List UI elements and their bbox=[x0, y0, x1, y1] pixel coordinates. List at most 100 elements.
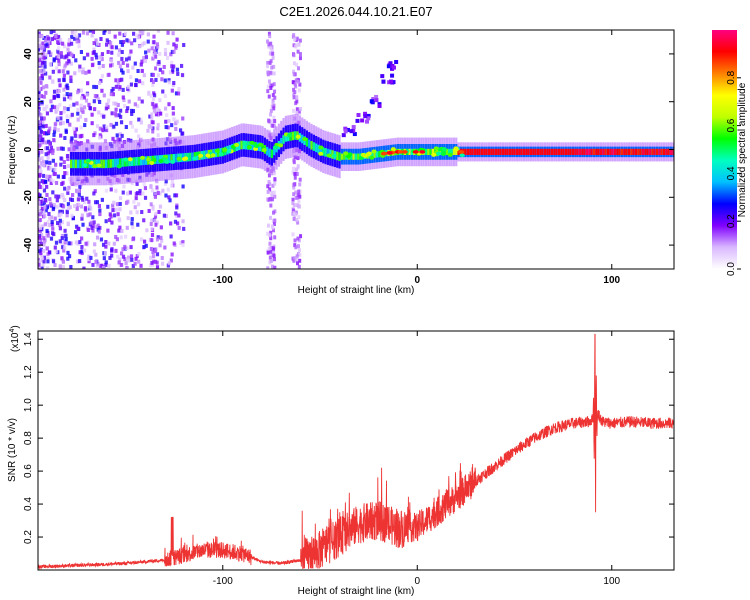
spectrogram-noise-cell bbox=[167, 261, 171, 266]
spectrogram-streak-cell bbox=[269, 203, 273, 208]
spectrogram-noise-cell bbox=[135, 181, 139, 186]
spectrogram-ridge-cell bbox=[305, 137, 308, 147]
spectrogram-noise-cell bbox=[85, 196, 89, 201]
spectrogram-noise-cell bbox=[38, 204, 42, 209]
spectrogram-noise-cell bbox=[110, 111, 114, 116]
spectrogram-branch-cell bbox=[355, 118, 360, 123]
spectrogram-noise-cell bbox=[75, 159, 79, 164]
spectrogram-noise-cell bbox=[60, 182, 64, 187]
spectrogram-noise-cell bbox=[38, 215, 40, 220]
spectrogram-noise-cell bbox=[80, 236, 84, 241]
spectrogram-streak-cell bbox=[292, 211, 296, 216]
spectrogram-noise-cell bbox=[40, 256, 44, 261]
spectrogram-noise-cell bbox=[67, 42, 71, 47]
spectrogram-streak-cell bbox=[293, 90, 297, 95]
spectrogram-ridge-cell bbox=[504, 148, 507, 155]
spectrogram-noise-cell bbox=[44, 52, 48, 57]
spectrogram-noise-cell bbox=[94, 259, 98, 264]
spectrogram-noise-cell bbox=[50, 104, 55, 109]
spectrogram-ridge-cell bbox=[352, 153, 355, 160]
spectrogram-noise-cell bbox=[50, 222, 54, 227]
spectrogram-noise-cell bbox=[97, 110, 101, 115]
spectrogram-noise-cell bbox=[156, 235, 160, 240]
spectrogram-noise-cell bbox=[129, 82, 134, 87]
spectrogram-peak bbox=[257, 142, 263, 147]
spectrogram-noise-cell bbox=[110, 50, 114, 55]
spectrogram-streak-cell bbox=[269, 46, 273, 51]
spectrogram-noise-cell bbox=[180, 131, 184, 136]
spectrogram-noise-cell bbox=[114, 78, 118, 83]
spectrogram-ridge-cell bbox=[238, 141, 241, 151]
spectrogram-streak-cell bbox=[273, 265, 277, 269]
spectrogram-noise-cell bbox=[101, 128, 105, 133]
spectrogram-noise-cell bbox=[38, 257, 41, 262]
spectrogram-streak-cell bbox=[272, 210, 276, 215]
spectrogram-ridge-cell bbox=[170, 154, 173, 163]
spectrogram-ridge-cell bbox=[646, 148, 649, 155]
spectrogram-streak-cell bbox=[291, 197, 295, 202]
spectrogram-noise-cell bbox=[141, 191, 145, 196]
spectrogram-noise-cell bbox=[45, 42, 49, 47]
spectrogram-noise-cell bbox=[83, 123, 87, 128]
spectrogram-noise-cell bbox=[124, 261, 128, 266]
spectrogram-noise-cell bbox=[38, 197, 40, 202]
snr-y-tick-label: 0.4 bbox=[23, 497, 34, 511]
spectrogram-streak-cell bbox=[269, 41, 273, 46]
spectrogram-noise-cell bbox=[96, 97, 101, 102]
spectrogram-noise-cell bbox=[38, 102, 40, 107]
spectrogram-noise-cell bbox=[121, 254, 126, 259]
spectrogram-noise-cell bbox=[125, 63, 130, 68]
spectrogram-noise-cell bbox=[134, 256, 138, 261]
spectrogram-streak-cell bbox=[149, 125, 153, 130]
spectrogram-streak-cell bbox=[295, 171, 299, 176]
spectrogram-streak-cell bbox=[298, 107, 302, 112]
spectrogram-streak-cell bbox=[270, 258, 274, 263]
spectrogram-streak-cell bbox=[292, 69, 296, 74]
spectrogram-ridge-cell bbox=[137, 156, 140, 166]
spectrogram-noise-cell bbox=[61, 41, 65, 46]
spectrogram-streak-cell bbox=[294, 167, 298, 172]
spectrogram-noise-cell bbox=[142, 182, 146, 187]
spectrogram-noise-cell bbox=[120, 133, 124, 138]
spectrogram-ridge-cell bbox=[445, 148, 449, 155]
spectrogram-noise-cell bbox=[51, 79, 55, 84]
spectrogram-noise-cell bbox=[163, 94, 167, 99]
spectrogram-noise-cell bbox=[129, 254, 134, 259]
spectrogram-noise-cell bbox=[76, 259, 80, 264]
spectrogram-noise-cell bbox=[85, 31, 90, 36]
spectrogram-noise-cell bbox=[112, 241, 116, 246]
spectrogram-noise-cell bbox=[129, 49, 133, 54]
spectrogram-noise-cell bbox=[77, 33, 82, 38]
spectrogram-noise-cell bbox=[164, 179, 168, 184]
spectrogram-noise-cell bbox=[66, 86, 70, 91]
spectrogram-streak-cell bbox=[291, 201, 295, 206]
spectrogram-noise-cell bbox=[90, 33, 94, 38]
spectrogram-peak bbox=[82, 163, 88, 168]
spectrogram-noise-cell bbox=[70, 112, 74, 117]
spectrogram-noise-cell bbox=[63, 106, 67, 111]
spectrogram-noise-cell bbox=[57, 213, 61, 218]
spectrogram-noise-cell bbox=[84, 241, 88, 246]
spectrogram-noise-cell bbox=[94, 55, 99, 60]
spectrogram-noise-cell bbox=[42, 120, 46, 125]
spectrogram-branch-cell bbox=[343, 129, 348, 134]
spectrogram-noise-cell bbox=[38, 89, 41, 94]
spectrogram-peak bbox=[302, 137, 308, 142]
spectrogram-ridge-cell bbox=[273, 146, 276, 156]
spectrogram-noise-cell bbox=[137, 79, 142, 84]
spectrogram-streak-cell bbox=[270, 253, 274, 258]
spectrogram-noise-cell bbox=[169, 221, 173, 226]
spectrogram-noise-cell bbox=[182, 226, 186, 231]
spectrogram-peak bbox=[366, 151, 372, 156]
spectrogram-noise-cell bbox=[48, 197, 52, 202]
spectrogram-noise-cell bbox=[60, 209, 64, 214]
spectrogram-noise-cell bbox=[38, 46, 43, 51]
spectrogram-ridge-cell bbox=[429, 148, 432, 155]
spectrogram-ridge-cell bbox=[662, 148, 666, 155]
spectrogram-noise-cell bbox=[38, 43, 42, 48]
spectrogram-noise-cell bbox=[172, 64, 176, 69]
spectrogram-streak-cell bbox=[267, 173, 271, 178]
spectrogram-noise-cell bbox=[57, 58, 61, 63]
spectrogram-noise-cell bbox=[107, 72, 111, 77]
spectrogram-noise-cell bbox=[47, 50, 51, 55]
